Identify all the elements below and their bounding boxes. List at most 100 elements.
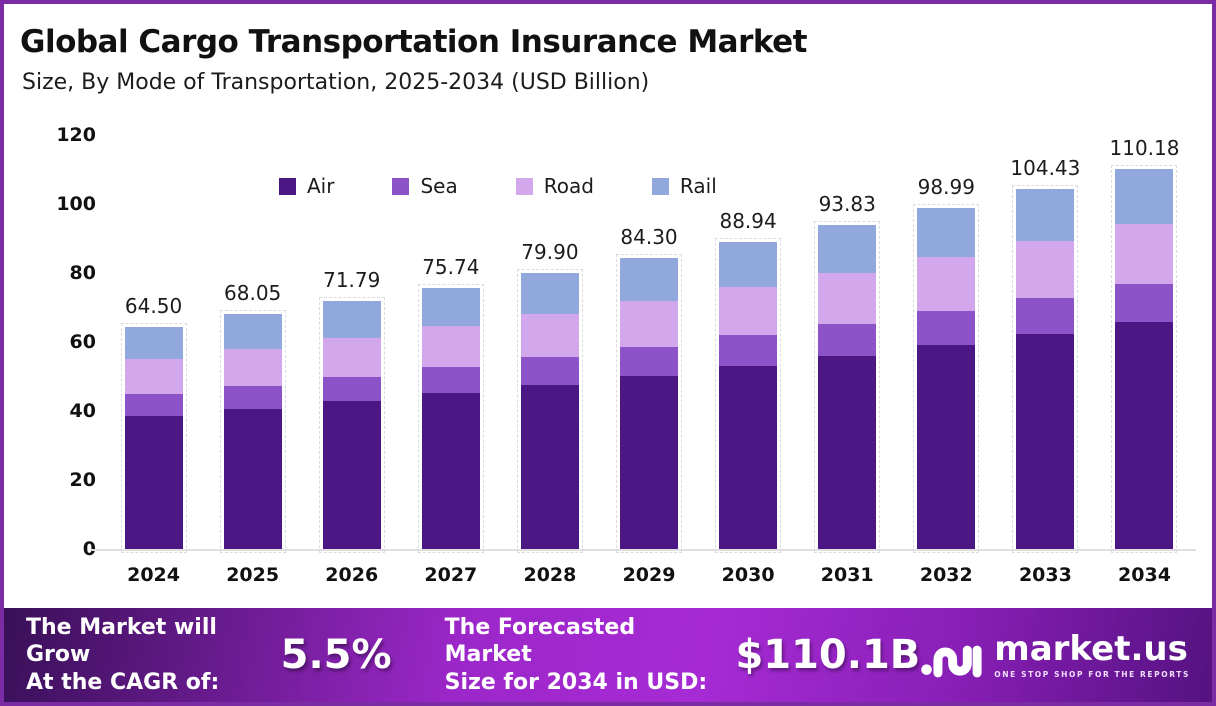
- x-tick-2025: 2025: [226, 564, 280, 586]
- plot-area: 64.50 68.05 71.79 75.74 79.90 84.30 88.94 93.83…: [104, 135, 1194, 554]
- stacked-bar-2025: 68.05: [219, 281, 286, 553]
- bar-column-2030: 88.94: [699, 135, 798, 553]
- segment-sea-2033: [1016, 298, 1075, 335]
- legend-item-sea: Sea: [392, 174, 458, 198]
- segment-air-2028: [520, 384, 579, 549]
- segment-sea-2030: [719, 335, 778, 367]
- segment-road-2027: [421, 325, 480, 368]
- segment-air-2029: [620, 375, 679, 549]
- segment-rail-2024: [124, 326, 183, 359]
- y-tick-120: 120: [56, 124, 96, 146]
- bar-total-label: 104.43: [1010, 155, 1081, 180]
- x-tick-2026: 2026: [325, 564, 379, 586]
- segment-road-2029: [620, 300, 679, 347]
- legend-swatch-sea: [392, 177, 410, 195]
- segment-air-2034: [1115, 322, 1174, 549]
- stacked-bar-2027: 75.74: [417, 255, 484, 554]
- forecast-value: $110.1B: [735, 632, 921, 678]
- forecast-label-line1: The Forecasted Market: [444, 614, 636, 668]
- legend-swatch-road: [515, 177, 533, 195]
- segment-road-2028: [520, 313, 579, 358]
- bar-total-label: 71.79: [323, 268, 381, 293]
- segment-air-2025: [223, 409, 282, 549]
- bar-column-2033: 104.43: [996, 135, 1095, 554]
- x-tick-2028: 2028: [523, 564, 577, 586]
- segment-rail-2031: [818, 225, 877, 273]
- bar-total-label: 84.30: [620, 225, 678, 250]
- segment-sea-2027: [421, 367, 480, 394]
- segment-road-2032: [917, 257, 976, 312]
- x-axis-labels: 2024 2025 2026 2027 2028 2029 2030 2031 2032 2033…: [104, 564, 1194, 586]
- legend-item-road: Road: [515, 174, 594, 198]
- bar-total-label: 64.50: [124, 293, 183, 318]
- legend-swatch-air: [279, 177, 296, 195]
- segment-rail-2029: [620, 258, 679, 301]
- y-tick-20: 20: [69, 469, 96, 491]
- stacked-bar-2030: 88.94: [715, 209, 782, 553]
- segment-rail-2030: [719, 242, 778, 287]
- segment-air-2024: [124, 416, 183, 549]
- bar-column-2027: 75.74: [401, 135, 500, 554]
- footer-banner: The Market will Grow At the CAGR of: 5.5…: [4, 608, 1212, 702]
- forecast-label: The Forecasted Market Size for 2034 in U…: [445, 614, 708, 697]
- stacked-bar-2029: 84.30: [616, 225, 683, 553]
- cagr-label-line2: At the CAGR of:: [26, 669, 220, 695]
- segment-sea-2032: [917, 311, 976, 346]
- bar-column-2024: 64.50: [104, 135, 203, 554]
- segment-road-2031: [818, 272, 877, 324]
- y-tick-60: 60: [69, 331, 96, 353]
- segment-rail-2027: [421, 287, 480, 326]
- y-axis: 0 20 40 60 80 100 120: [34, 124, 96, 560]
- legend-label-road: Road: [543, 174, 594, 198]
- segment-road-2033: [1016, 241, 1075, 299]
- y-tick-40: 40: [69, 400, 96, 422]
- legend-item-rail: Rail: [651, 174, 717, 198]
- page-title: Global Cargo Transportation Insurance Ma…: [20, 24, 808, 60]
- x-tick-2031: 2031: [820, 564, 874, 586]
- segment-road-2025: [223, 348, 282, 386]
- bar-column-2034: 110.18: [1095, 135, 1194, 554]
- segment-road-2030: [719, 287, 778, 336]
- segment-rail-2034: [1115, 168, 1174, 225]
- segment-air-2032: [917, 345, 976, 549]
- logo-name: market.us: [994, 628, 1188, 669]
- segment-air-2033: [1016, 334, 1075, 549]
- bar-column-2032: 98.99: [897, 135, 996, 554]
- stacked-bar-2034: 110.18: [1109, 136, 1179, 554]
- segment-air-2027: [421, 393, 480, 549]
- page-subtitle: Size, By Mode of Transportation, 2025-20…: [22, 70, 650, 95]
- stacked-bar-2028: 79.90: [516, 240, 583, 553]
- legend-item-air: Air: [279, 174, 334, 198]
- forecast-label-line2: Size for 2034 in USD:: [444, 669, 708, 695]
- marketus-logo-text: market.us ONE STOP SHOP FOR THE REPORTS: [994, 632, 1190, 679]
- legend-label-rail: Rail: [679, 174, 717, 198]
- segment-air-2026: [322, 401, 381, 549]
- stacked-bar-2033: 104.43: [1010, 156, 1080, 554]
- stacked-bar-2031: 93.83: [814, 192, 881, 553]
- cagr-label: The Market will Grow At the CAGR of:: [26, 614, 270, 697]
- stacked-bar-2032: 98.99: [913, 175, 980, 554]
- bar-total-label: 75.74: [422, 254, 480, 279]
- segment-rail-2025: [223, 314, 282, 349]
- segment-sea-2024: [124, 394, 183, 417]
- bar-total-label: 68.05: [224, 281, 282, 306]
- cagr-label-line1: The Market will Grow: [26, 614, 217, 668]
- bar-total-label: 79.90: [521, 240, 579, 265]
- x-tick-2030: 2030: [721, 564, 775, 586]
- x-axis-line: [90, 549, 1196, 551]
- marketus-logo: market.us ONE STOP SHOP FOR THE REPORTS: [920, 626, 1190, 684]
- segment-sea-2031: [818, 323, 877, 357]
- x-tick-2029: 2029: [622, 564, 676, 586]
- y-tick-80: 80: [69, 262, 96, 284]
- y-tick-0: 0: [83, 538, 96, 560]
- legend-label-air: Air: [307, 174, 335, 198]
- segment-rail-2026: [322, 301, 381, 338]
- stacked-bar-chart: 0 20 40 60 80 100 120 64.50 68.05 71.79 75.74 79.9…: [34, 122, 1198, 600]
- legend-label-sea: Sea: [420, 174, 458, 198]
- segment-air-2030: [719, 366, 778, 549]
- bar-total-label: 98.99: [917, 174, 975, 199]
- segment-sea-2029: [620, 346, 679, 376]
- x-tick-2032: 2032: [919, 564, 973, 586]
- stacked-bar-2026: 71.79: [318, 268, 385, 553]
